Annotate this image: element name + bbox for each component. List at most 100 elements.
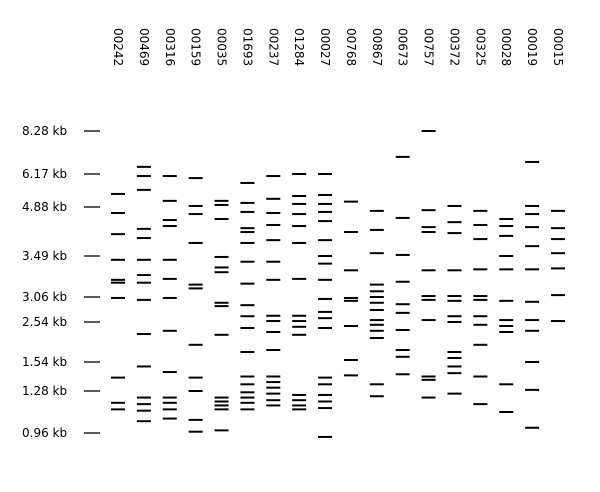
band (240, 201, 255, 204)
band (499, 268, 514, 271)
band (292, 195, 307, 197)
band (525, 329, 540, 332)
band (447, 321, 462, 323)
band (162, 258, 177, 261)
band (136, 237, 151, 240)
band (343, 269, 358, 272)
band (343, 231, 358, 234)
band (292, 320, 307, 323)
band (266, 392, 281, 395)
band (162, 401, 177, 404)
band (421, 378, 436, 381)
lane-label: 00316 (163, 28, 177, 66)
band (318, 220, 333, 223)
band (447, 315, 462, 318)
band (473, 238, 488, 241)
band (369, 308, 384, 311)
band (551, 294, 565, 297)
band (292, 202, 307, 205)
band (214, 217, 229, 220)
y-tick-label: 3.49 kb (22, 249, 67, 263)
band (395, 216, 410, 219)
band (111, 401, 125, 404)
y-tick-label: 4.88 kb (22, 200, 67, 214)
band (525, 226, 540, 229)
band (188, 177, 203, 180)
lane-label: 00673 (396, 28, 410, 66)
band (318, 327, 333, 329)
band (292, 225, 307, 228)
band (395, 303, 410, 306)
band (136, 396, 151, 399)
band (525, 268, 540, 271)
band (266, 381, 281, 384)
band (447, 204, 462, 207)
band (188, 204, 203, 207)
band (240, 227, 255, 230)
band (240, 181, 255, 184)
band (395, 311, 410, 314)
band (343, 359, 358, 361)
band (525, 426, 540, 429)
band (214, 271, 229, 274)
band (421, 209, 436, 212)
band (421, 130, 436, 132)
band (188, 430, 203, 433)
band (369, 209, 384, 212)
band (421, 295, 436, 298)
band (318, 193, 333, 196)
band (188, 418, 203, 421)
band (111, 258, 125, 261)
band (318, 210, 333, 213)
band (447, 372, 462, 375)
band (240, 327, 255, 329)
band (369, 301, 384, 304)
band (447, 269, 462, 272)
y-tick-label: 2.54 kb (22, 315, 67, 329)
band (318, 310, 333, 313)
band (136, 274, 151, 277)
band (214, 400, 229, 403)
band (369, 252, 384, 255)
band (162, 225, 177, 228)
band (473, 403, 488, 406)
band (525, 300, 540, 303)
band (240, 396, 255, 399)
band (525, 245, 540, 248)
band (214, 305, 229, 308)
band (292, 333, 307, 336)
band (188, 283, 203, 286)
lane-label: 00867 (370, 28, 384, 66)
band (136, 403, 151, 406)
lane-label: 00159 (189, 28, 203, 66)
band (395, 329, 410, 331)
y-tick-label: 1.54 kb (22, 355, 67, 369)
band (214, 396, 229, 399)
band (318, 383, 333, 386)
lane-label: 00768 (344, 28, 358, 66)
band (551, 267, 565, 270)
band (447, 295, 462, 298)
band (162, 408, 177, 411)
band (136, 298, 151, 301)
band (292, 408, 307, 411)
band (240, 210, 255, 213)
band (266, 331, 281, 333)
band (525, 204, 540, 207)
band (136, 420, 151, 423)
band (525, 388, 540, 391)
band (343, 325, 358, 327)
lane-label: 00325 (473, 28, 487, 66)
band (525, 319, 540, 322)
y-tick-label: 1.28 kb (22, 384, 67, 398)
band (499, 234, 514, 237)
band (421, 319, 436, 322)
band (266, 211, 281, 214)
band (162, 396, 177, 399)
band (318, 239, 333, 242)
band (188, 390, 203, 392)
band (266, 175, 281, 178)
band (240, 351, 255, 353)
band (214, 301, 229, 304)
